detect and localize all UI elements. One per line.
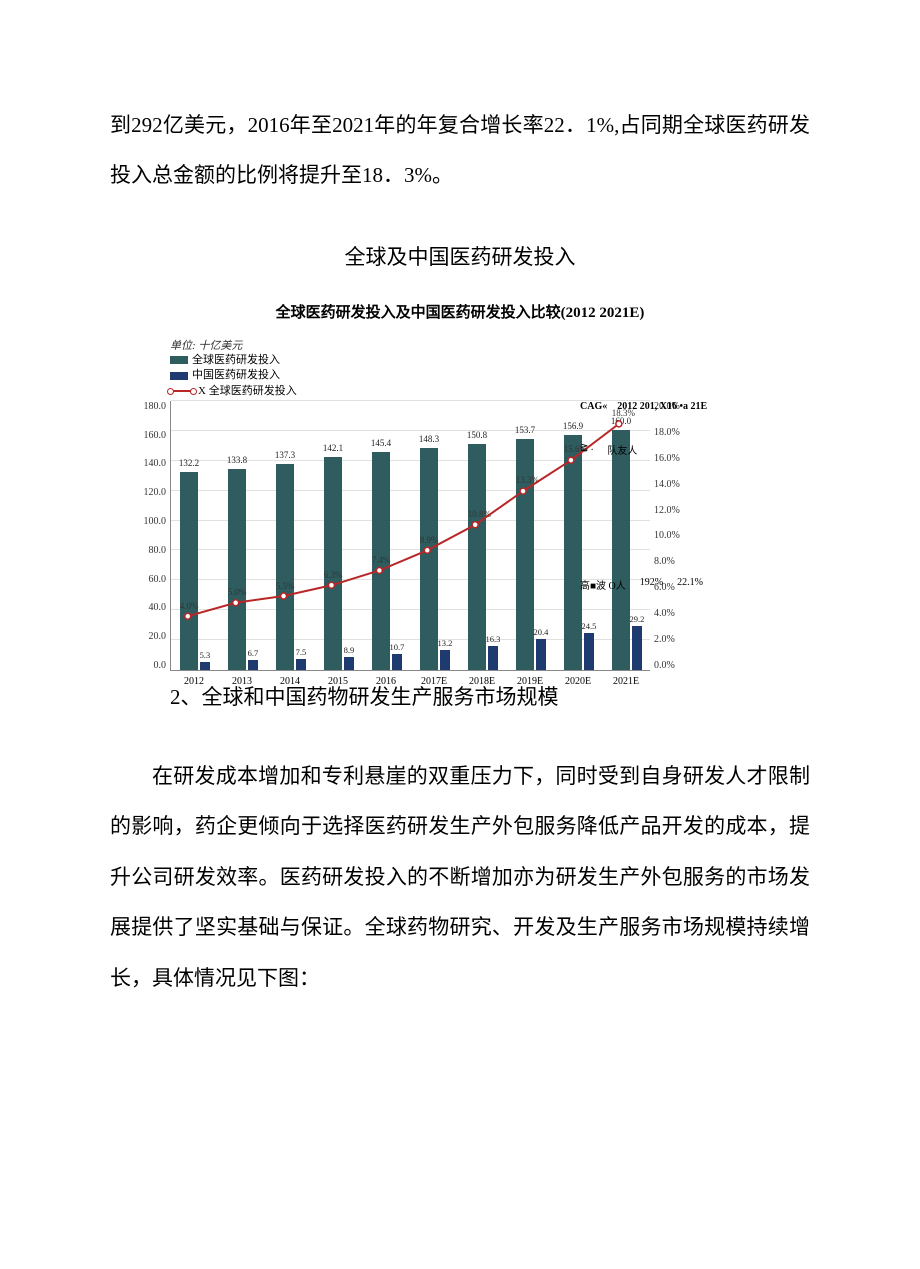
side-info: CAG« 2012 201, X16 •a 21E ≧ . 队友人 高■波 O人… [580, 401, 820, 592]
chart-plot: 180.0 160.0 140.0 120.0 100.0 80.0 60.0 40.0 20.… [130, 401, 690, 671]
y-tick-left: 140.0 [130, 458, 166, 469]
unit-label: 单位: 十亿美元 [170, 337, 690, 353]
legend-label: X 全球医药研发投入 [198, 384, 297, 399]
side-label: ≧ . [580, 442, 593, 457]
y-axis-left: 180.0 160.0 140.0 120.0 100.0 80.0 60.0 40.0 20.… [130, 401, 170, 671]
x-tick: 2013 [218, 676, 266, 687]
y-tick-left: 0.0 [130, 660, 166, 671]
legend-label: 中国医药研发投入 [192, 368, 280, 383]
legend-item-global: 全球医药研发投入 [170, 353, 690, 368]
x-tick: 2015 [314, 676, 362, 687]
line-series [171, 401, 650, 670]
side-head: CAG« 2012 201, X16 •a 21E [580, 401, 820, 412]
x-tick: 2014 [266, 676, 314, 687]
y-tick-left: 160.0 [130, 430, 166, 441]
y-tick-left: 20.0 [130, 631, 166, 642]
plot-inner: 132.25.3133.86.7137.37.5142.18.9145.410.… [170, 401, 650, 671]
y-tick-left: 120.0 [130, 487, 166, 498]
x-axis: 201220132014201520162017E2018E2019E2020E… [170, 676, 650, 687]
x-tick: 2020E [554, 676, 602, 687]
y-tick-left: 60.0 [130, 574, 166, 585]
y-tick-right: 4.0% [654, 608, 690, 619]
y-tick-left: 100.0 [130, 516, 166, 527]
chart-legend: 全球医药研发投入 中国医药研发投入 X 全球医药研发投入 [170, 353, 690, 399]
side-label: 22.1% [677, 577, 703, 592]
y-tick-left: 40.0 [130, 602, 166, 613]
legend-swatch-icon [170, 372, 188, 380]
y-tick-left: 180.0 [130, 401, 166, 412]
y-tick-right: 0.0% [654, 660, 690, 671]
y-tick-left: 80.0 [130, 545, 166, 556]
legend-line-icon [170, 390, 194, 392]
side-label: CAG« [580, 401, 607, 412]
paragraph-2: 在研发成本增加和专利悬崖的双重压力下，同时受到自身研发人才限制的影响，药企更倾向… [110, 751, 810, 1003]
x-tick: 2018E [458, 676, 506, 687]
x-tick: 2016 [362, 676, 410, 687]
y-tick-right: 2.0% [654, 634, 690, 645]
legend-label: 全球医药研发投入 [192, 353, 280, 368]
x-tick: 2019E [506, 676, 554, 687]
side-label: 2012 201, X16 •a 21E [617, 401, 707, 412]
x-tick: 2012 [170, 676, 218, 687]
chart-area: 单位: 十亿美元 全球医药研发投入 中国医药研发投入 X 全球医药研发投入 18… [130, 337, 690, 671]
legend-item-pct: X 全球医药研发投入 [170, 384, 690, 399]
legend-item-china: 中国医药研发投入 [170, 368, 690, 383]
side-label: 192% [640, 577, 663, 592]
center-title: 全球及中国医药研发投入 [110, 241, 810, 271]
legend-swatch-icon [170, 356, 188, 364]
paragraph-1: 到292亿美元，2016年至2021年的年复合增长率22．1%,占同期全球医药研… [110, 100, 810, 201]
side-row: 高■波 O人 192% 22.1% [580, 577, 820, 592]
side-label: 队友人 [607, 442, 637, 457]
side-row: ≧ . 队友人 [580, 442, 820, 457]
chart-subtitle: 全球医药研发投入及中国医药研发投入比较(2012 2021E) [110, 301, 810, 322]
side-label: 高■波 O人 [580, 577, 626, 592]
x-tick: 2021E [602, 676, 650, 687]
x-tick: 2017E [410, 676, 458, 687]
chart-container: 单位: 十亿美元 全球医药研发投入 中国医药研发投入 X 全球医药研发投入 18… [110, 337, 810, 671]
